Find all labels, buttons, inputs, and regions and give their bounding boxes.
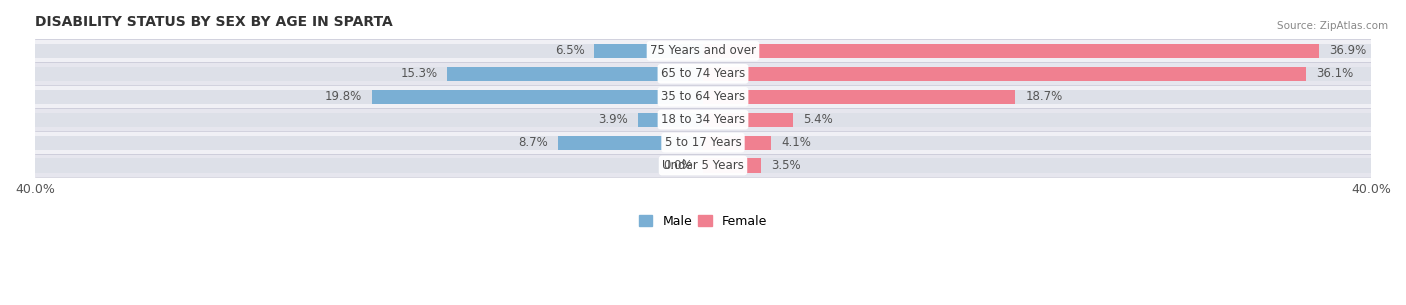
Bar [703, 113, 793, 127]
Bar [35, 44, 703, 58]
Text: DISABILITY STATUS BY SEX BY AGE IN SPARTA: DISABILITY STATUS BY SEX BY AGE IN SPART… [35, 15, 392, 29]
Bar [35, 62, 1371, 85]
Bar [703, 44, 1319, 58]
Text: 4.1%: 4.1% [782, 136, 811, 149]
Bar [35, 85, 1371, 108]
Bar [35, 131, 1371, 154]
Text: 35 to 64 Years: 35 to 64 Years [661, 90, 745, 103]
Bar [373, 90, 703, 104]
Bar [703, 135, 1371, 150]
Bar [595, 44, 703, 58]
Bar [703, 158, 1371, 173]
Text: 19.8%: 19.8% [325, 90, 363, 103]
Bar [703, 135, 772, 150]
Bar [703, 67, 1371, 81]
Text: 36.1%: 36.1% [1316, 67, 1353, 80]
Text: 36.9%: 36.9% [1329, 44, 1367, 57]
Bar [35, 108, 1371, 131]
Text: 0.0%: 0.0% [664, 159, 693, 172]
Text: 8.7%: 8.7% [517, 136, 548, 149]
Text: 65 to 74 Years: 65 to 74 Years [661, 67, 745, 80]
Bar [703, 44, 1371, 58]
Text: 75 Years and over: 75 Years and over [650, 44, 756, 57]
Bar [558, 135, 703, 150]
Bar [35, 135, 703, 150]
Text: 3.9%: 3.9% [598, 113, 628, 126]
Bar [703, 90, 1015, 104]
Text: 6.5%: 6.5% [555, 44, 585, 57]
Bar [35, 39, 1371, 62]
Text: 18 to 34 Years: 18 to 34 Years [661, 113, 745, 126]
Bar [703, 67, 1306, 81]
Bar [703, 113, 1371, 127]
Bar [703, 90, 1371, 104]
Bar [35, 113, 703, 127]
Text: Source: ZipAtlas.com: Source: ZipAtlas.com [1277, 21, 1388, 31]
Bar [35, 158, 703, 173]
Text: 3.5%: 3.5% [772, 159, 801, 172]
Bar [35, 154, 1371, 177]
Bar [447, 67, 703, 81]
Legend: Male, Female: Male, Female [634, 210, 772, 233]
Bar [35, 90, 703, 104]
Text: 15.3%: 15.3% [401, 67, 437, 80]
Bar [35, 67, 703, 81]
Text: 18.7%: 18.7% [1025, 90, 1063, 103]
Bar [703, 158, 762, 173]
Bar [638, 113, 703, 127]
Text: Under 5 Years: Under 5 Years [662, 159, 744, 172]
Text: 5.4%: 5.4% [803, 113, 832, 126]
Text: 5 to 17 Years: 5 to 17 Years [665, 136, 741, 149]
